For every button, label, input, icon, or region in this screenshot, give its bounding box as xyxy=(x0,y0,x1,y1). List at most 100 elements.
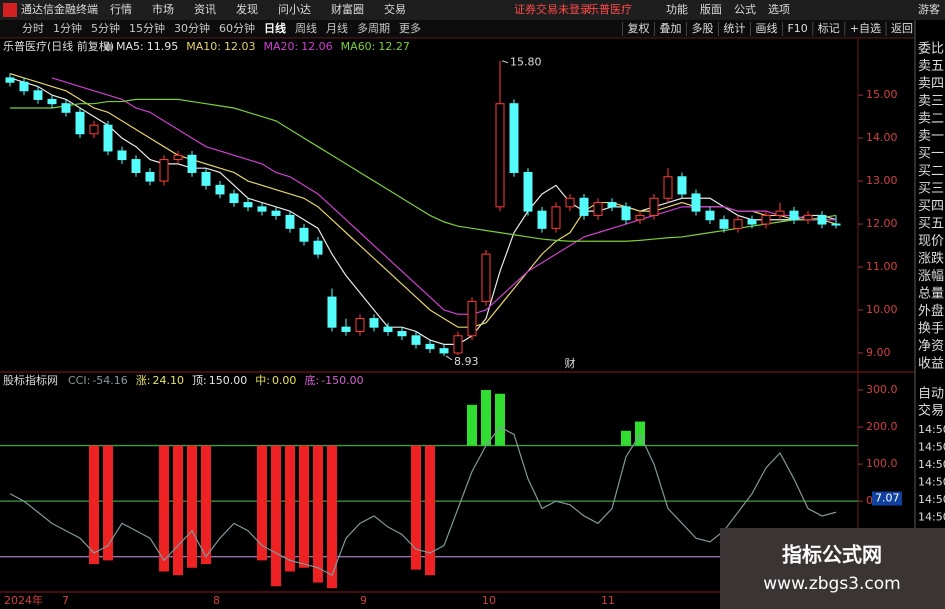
candle-body xyxy=(467,300,477,337)
quote-field: 总量 xyxy=(918,287,944,302)
signal-bar xyxy=(313,445,323,583)
toolbar-button[interactable]: F10 xyxy=(787,22,807,35)
tool-item[interactable]: 公式 xyxy=(734,3,756,16)
candle-body xyxy=(229,193,239,204)
settings-icon[interactable] xyxy=(104,43,112,51)
period-tab[interactable]: 周线 xyxy=(295,21,317,35)
menu-item[interactable]: 问小达 xyxy=(278,3,311,16)
tick-time: 14:50 xyxy=(918,493,945,506)
period-tab[interactable]: 分时 xyxy=(22,22,44,35)
stock-name: 乐普医疗 xyxy=(588,2,632,16)
period-tab[interactable]: 更多 xyxy=(399,21,421,35)
candle-body xyxy=(75,111,85,135)
auto-trade[interactable]: 交易 xyxy=(918,403,944,419)
signal-bar xyxy=(425,445,435,576)
signal-bar xyxy=(621,430,631,446)
period-tab[interactable]: 月线 xyxy=(326,21,348,35)
signal-bar xyxy=(327,445,337,589)
period-tab[interactable]: 多周期 xyxy=(357,21,390,35)
quote-field: 委比 xyxy=(918,42,944,57)
menu-item[interactable]: 交易 xyxy=(384,2,406,16)
ma-value: 11.95 xyxy=(147,40,179,53)
user[interactable]: 游客 xyxy=(918,2,940,16)
toolbar-button[interactable]: 叠加 xyxy=(659,22,681,35)
ma-value: 12.03 xyxy=(224,40,256,53)
menu-item[interactable]: 资讯 xyxy=(194,3,216,16)
y-tick-label: 11.00 xyxy=(866,260,898,273)
candle-body xyxy=(313,240,323,255)
menu-item[interactable]: 行情 xyxy=(110,3,132,16)
auto-trade[interactable]: 自动 xyxy=(918,387,944,402)
tick-time: 14:50 xyxy=(918,476,945,489)
candle-body xyxy=(551,206,561,229)
readout-label: 涨: xyxy=(136,374,151,387)
candle-body xyxy=(691,193,701,212)
tick-time: 14:50 xyxy=(918,423,945,436)
toolbar-button[interactable]: 标记 xyxy=(818,21,840,35)
readout-label: 顶: xyxy=(192,374,207,387)
candle-body xyxy=(257,206,267,212)
quote-field: 买五 xyxy=(918,217,944,232)
menu-item[interactable]: 市场 xyxy=(152,2,174,16)
tool-item[interactable]: 版面 xyxy=(700,2,722,16)
candle-body xyxy=(537,210,547,229)
watermark-title: 指标公式网 xyxy=(782,543,882,567)
candle-body xyxy=(425,343,435,350)
ma-line xyxy=(51,77,836,315)
candle-body xyxy=(607,202,617,208)
tool-item[interactable]: 功能 xyxy=(666,2,688,16)
toolbar-button[interactable]: 画线 xyxy=(755,21,777,35)
quote-field: 涨幅 xyxy=(918,269,944,284)
toolbar-button[interactable]: 多股 xyxy=(691,21,713,35)
toolbar-button[interactable]: +自选 xyxy=(850,22,881,35)
period-tab[interactable]: 15分钟 xyxy=(129,21,165,35)
tick-time: 14:50 xyxy=(918,441,945,454)
login-notice[interactable]: 证券交易未登录 xyxy=(514,2,591,16)
event-marker[interactable]: 财 xyxy=(565,356,576,370)
menu-item[interactable]: 财富圈 xyxy=(331,2,364,16)
candle-body xyxy=(5,77,15,83)
candle-body xyxy=(411,335,421,345)
quote-field: 卖五 xyxy=(918,59,944,74)
candle-body xyxy=(397,330,407,337)
quote-field: 收益 xyxy=(918,357,944,372)
readout-value: 0.00 xyxy=(272,374,297,387)
period-tab[interactable]: 1分钟 xyxy=(53,21,82,35)
x-label: 7 xyxy=(62,594,69,607)
signal-bar xyxy=(411,445,421,570)
quote-field: 换手 xyxy=(918,322,944,337)
candle-body xyxy=(383,326,393,332)
candle-body xyxy=(103,124,113,152)
ma-label: MA20: xyxy=(263,40,298,53)
candle-body xyxy=(509,103,519,173)
y-tick-label: 9.00 xyxy=(866,346,891,359)
toolbar-button[interactable]: 统计 xyxy=(723,22,745,35)
quote-field: 卖二 xyxy=(918,112,944,127)
tick-time: 14:50 xyxy=(918,511,945,524)
candle-body xyxy=(495,103,505,208)
toolbar-button[interactable]: 复权 xyxy=(627,21,649,35)
readout-label: 中: xyxy=(255,374,270,387)
y-tick-label: 12.00 xyxy=(866,217,898,230)
period-tab[interactable]: 60分钟 xyxy=(219,21,255,35)
signal-bar xyxy=(173,445,183,576)
candle-body xyxy=(187,154,197,173)
tool-item[interactable]: 选项 xyxy=(768,3,790,16)
toolbar-button[interactable]: 返回 xyxy=(891,22,913,35)
quote-field: 卖四 xyxy=(918,77,944,92)
signal-bar xyxy=(201,445,211,565)
candle-body xyxy=(481,253,491,302)
signal-bar xyxy=(299,445,309,568)
menu-item[interactable]: 发现 xyxy=(236,2,258,16)
quote-field: 买二 xyxy=(918,164,944,179)
readout-label: CCI: xyxy=(68,374,90,387)
candle-body xyxy=(341,326,351,332)
readout-value: -54.16 xyxy=(92,374,127,387)
period-tab[interactable]: 5分钟 xyxy=(91,21,120,35)
period-tab[interactable]: 日线 xyxy=(264,21,286,35)
ma-value: 12.27 xyxy=(378,40,410,53)
period-tab[interactable]: 30分钟 xyxy=(174,21,210,35)
candle-body xyxy=(677,176,687,195)
ma-label: MA60: xyxy=(341,40,376,53)
